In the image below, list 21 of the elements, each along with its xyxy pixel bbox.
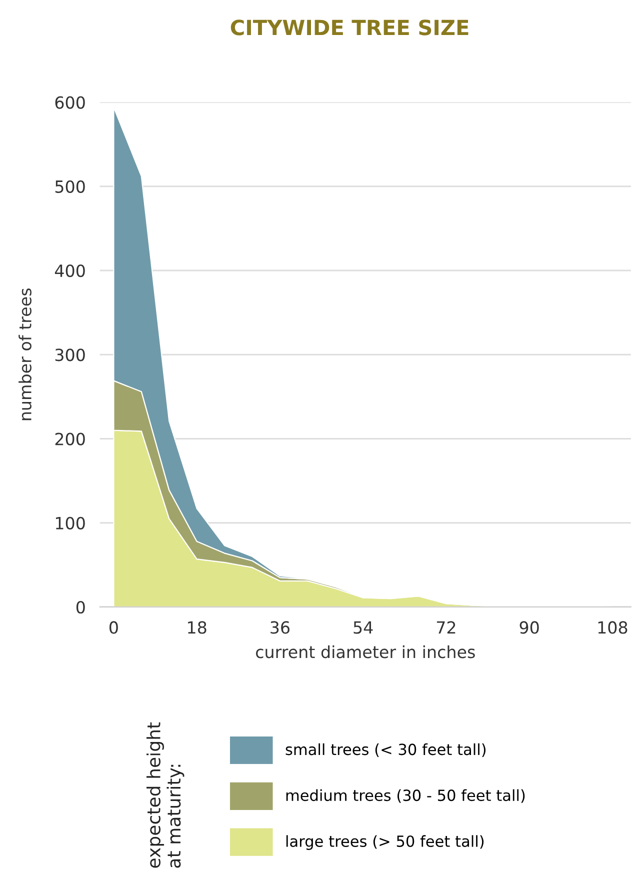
x-tick-label: 108 <box>598 621 628 634</box>
y-tick-label: 400 <box>54 264 85 278</box>
legend-title: expected height at maturity: <box>146 722 184 868</box>
legend-label: medium trees (30 - 50 feet tall) <box>286 789 525 803</box>
y-axis-title: number of trees <box>18 288 32 420</box>
x-tick-label: 18 <box>188 621 206 634</box>
y-tick-label: 300 <box>55 348 85 362</box>
y-tick-label: 600 <box>55 96 85 109</box>
x-tick-label: 36 <box>270 621 290 634</box>
x-tick-label: 54 <box>354 621 373 634</box>
y-tick-label: 200 <box>55 432 85 446</box>
x-tick-label: 72 <box>436 621 456 634</box>
chart-title: CITYWIDE TREE SIZE <box>230 20 468 36</box>
legend-label: small trees (< 30 feet tall) <box>286 743 486 757</box>
x-axis-title: current diameter in inches <box>256 645 475 658</box>
y-tick-label: 100 <box>56 516 85 530</box>
legend-label: large trees (> 50 feet tall) <box>286 835 484 850</box>
x-tick-label: 0 <box>110 621 118 634</box>
y-tick-label: 500 <box>55 180 85 193</box>
y-tick-label: 0 <box>76 600 85 614</box>
x-tick-label: 90 <box>520 621 539 634</box>
